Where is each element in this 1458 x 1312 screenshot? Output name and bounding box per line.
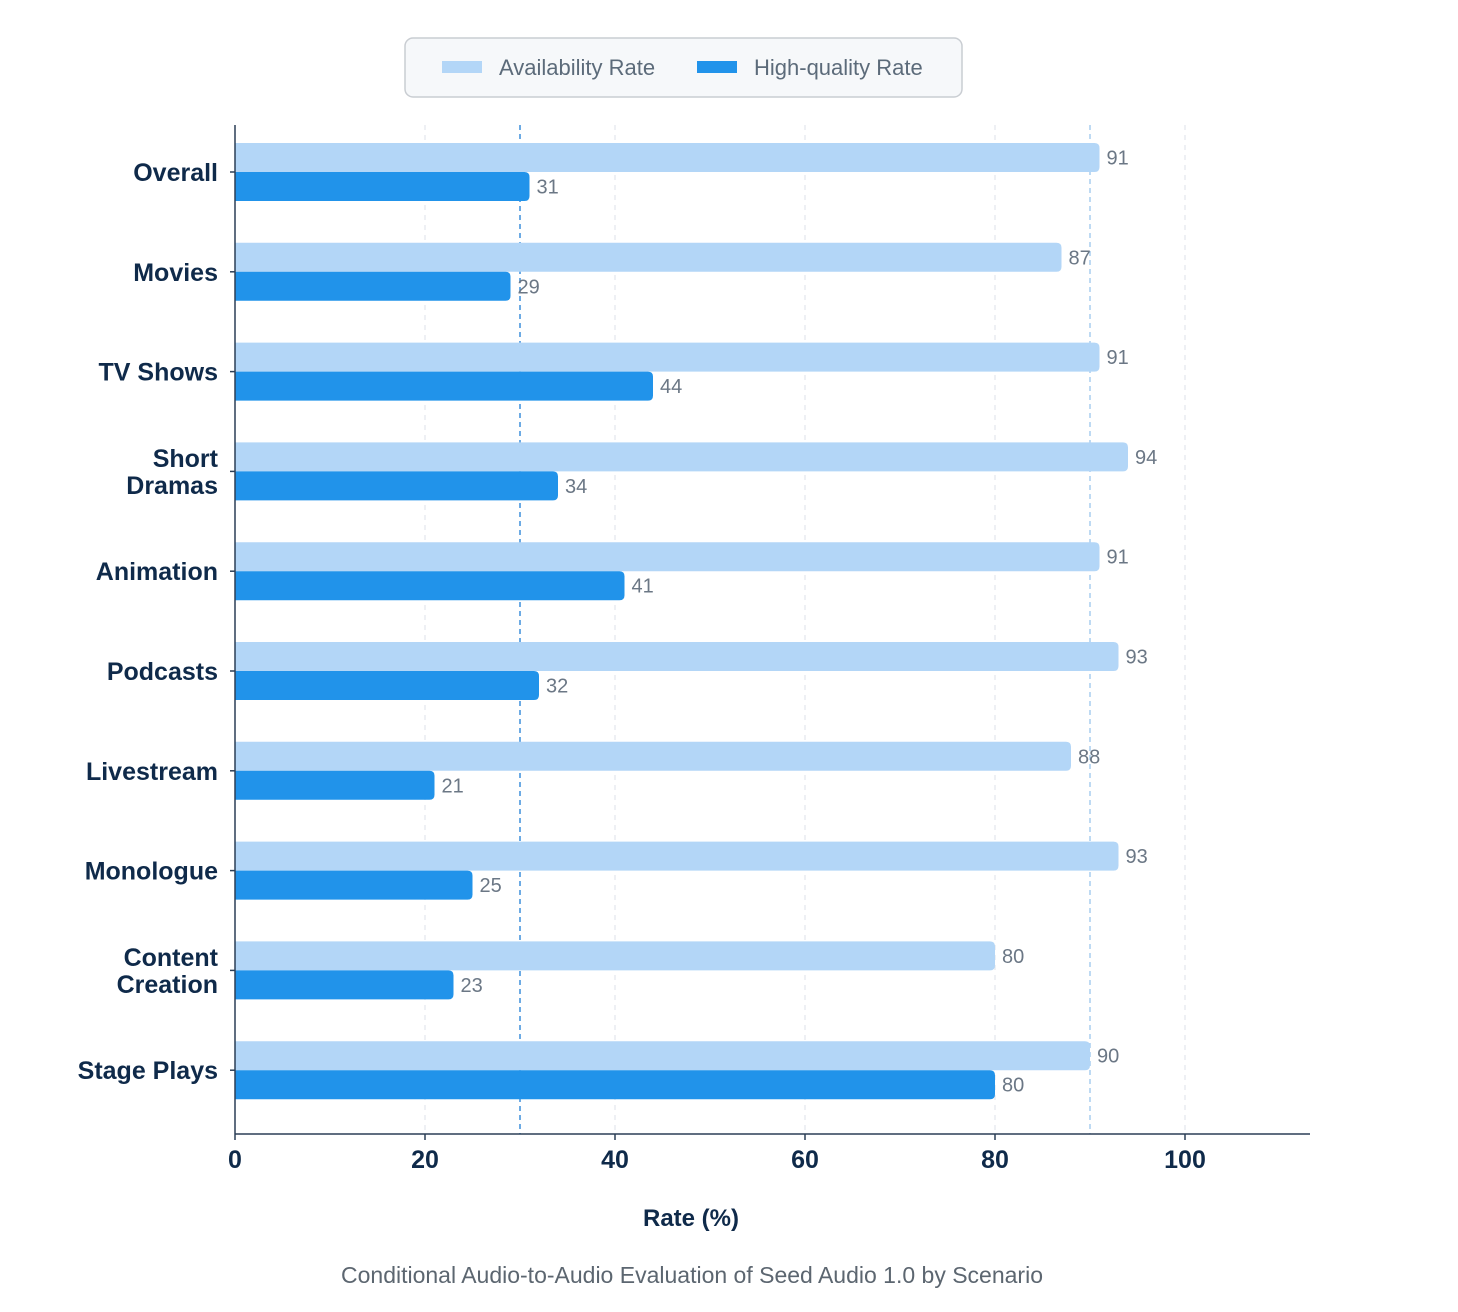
x-tick-label: 20 [411, 1146, 439, 1174]
category-label: Animation [96, 558, 218, 586]
bar [235, 342, 1100, 372]
data-label: 25 [480, 875, 502, 897]
data-label: 23 [461, 975, 483, 997]
category-label: Livestream [86, 758, 218, 786]
bar [235, 571, 625, 601]
bar [235, 471, 558, 501]
data-label: 41 [632, 576, 654, 598]
data-label: 29 [518, 276, 540, 298]
x-tick-labels: 0 20 40 60 80 100 [228, 1146, 1206, 1174]
data-label: 88 [1078, 746, 1100, 768]
bar [235, 642, 1119, 671]
data-label: 93 [1126, 846, 1148, 868]
category-label: Overall [133, 159, 218, 187]
legend-box [404, 37, 963, 98]
bar [235, 242, 1062, 272]
bar [235, 770, 435, 800]
bar [235, 970, 454, 1000]
bar [235, 172, 530, 201]
bar [235, 371, 653, 401]
bars [235, 143, 1128, 1100]
bar [235, 870, 473, 900]
data-label: 87 [1069, 247, 1091, 269]
axes [230, 125, 1310, 1140]
bar [235, 542, 1100, 572]
category-label: Movies [133, 259, 218, 287]
bar [235, 741, 1071, 771]
category-label: Monologue [85, 858, 218, 886]
x-tick-label: 0 [228, 1146, 242, 1174]
bar [235, 143, 1100, 172]
data-label: 91 [1107, 347, 1129, 369]
data-label: 31 [537, 177, 559, 199]
legend-swatch [697, 61, 737, 73]
bar [235, 1041, 1090, 1071]
legend-label: High-quality Rate [754, 55, 923, 80]
category-label: Stage Plays [78, 1057, 218, 1085]
chart-caption: Conditional Audio-to-Audio Evaluation of… [341, 1262, 1043, 1288]
data-label: 44 [660, 376, 682, 398]
data-label: 91 [1107, 547, 1129, 569]
bar [235, 271, 511, 301]
category-label: Short Dramas [126, 445, 218, 500]
bar [235, 1070, 995, 1100]
bar [235, 442, 1128, 472]
value-labels: 91 31 87 29 91 44 94 34 91 41 93 32 88 21 93 25 80 23 90 80 [442, 148, 1158, 1097]
bar [235, 941, 995, 971]
data-label: 34 [565, 476, 587, 498]
x-axis-title: Rate (%) [643, 1205, 739, 1232]
data-label: 93 [1126, 647, 1148, 669]
category-label: Podcasts [107, 658, 218, 686]
category-label: Content Creation [117, 944, 219, 999]
bar [235, 671, 539, 700]
x-tick-label: 80 [981, 1146, 1009, 1174]
category-labels: Overall Movies TV Shows Short Dramas Animatio… [78, 159, 219, 1085]
legend-swatch [442, 61, 482, 73]
data-label: 94 [1135, 447, 1157, 469]
data-label: 90 [1097, 1046, 1119, 1068]
category-label: TV Shows [99, 359, 218, 387]
x-tick-label: 40 [601, 1146, 629, 1174]
data-label: 80 [1002, 1075, 1024, 1097]
bar [235, 841, 1119, 871]
data-label: 80 [1002, 946, 1024, 968]
data-label: 21 [442, 775, 464, 797]
data-label: 32 [546, 676, 568, 698]
x-tick-label: 60 [791, 1146, 819, 1174]
data-label: 91 [1107, 148, 1129, 170]
legend-label: Availability Rate [499, 55, 655, 80]
x-tick-label: 100 [1164, 1146, 1206, 1174]
legend: Availability Rate High-quality Rate [404, 37, 963, 98]
